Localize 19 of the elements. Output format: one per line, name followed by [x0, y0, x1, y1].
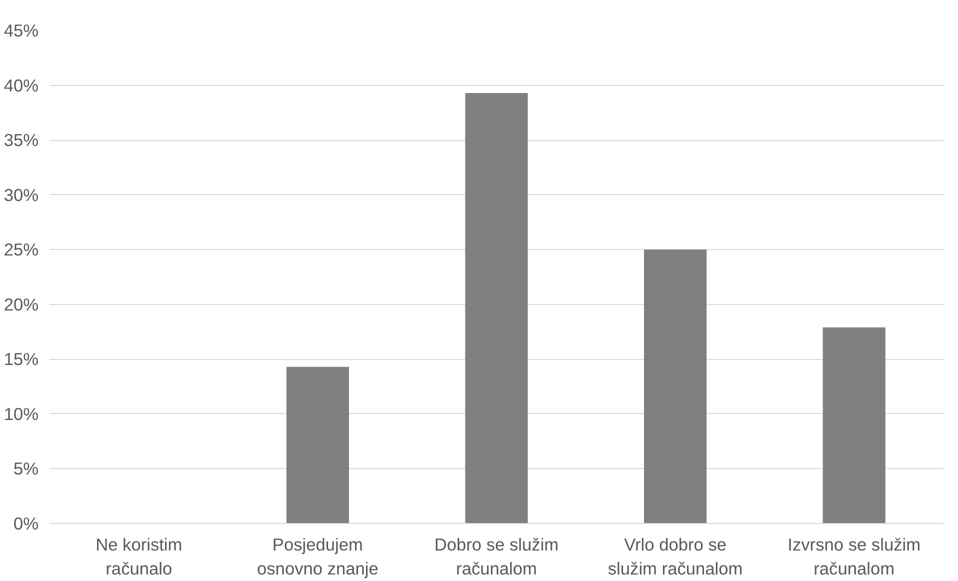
y-tick-label: 45%	[4, 20, 39, 40]
y-tick-label: 40%	[4, 75, 39, 96]
x-tick-label: Posjedujem osnovno znanje	[257, 534, 378, 578]
y-tick-label: 20%	[4, 294, 39, 314]
y-tick-label: 15%	[4, 349, 39, 370]
x-tick-label: Izvrsno se služim računalom	[788, 534, 921, 578]
x-tick-label: Dobro se služim računalom	[434, 534, 559, 578]
y-tick-label: 35%	[4, 130, 39, 150]
y-tick-label: 5%	[13, 458, 38, 479]
bar	[822, 327, 886, 524]
y-tick-label: 25%	[4, 240, 39, 260]
bar	[286, 366, 349, 524]
y-tick-label: 0%	[13, 514, 38, 534]
y-tick-label: 30%	[4, 184, 39, 205]
x-tick-label: Ne koristim računalo	[96, 534, 182, 578]
y-tick-label: 10%	[4, 404, 39, 424]
x-tick-label: Vrlo dobro se služim računalom	[608, 534, 743, 578]
bar	[644, 250, 707, 524]
bar	[465, 92, 528, 524]
